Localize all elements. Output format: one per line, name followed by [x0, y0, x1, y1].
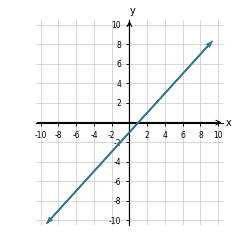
Text: y: y	[129, 6, 135, 16]
Text: x: x	[226, 118, 232, 128]
